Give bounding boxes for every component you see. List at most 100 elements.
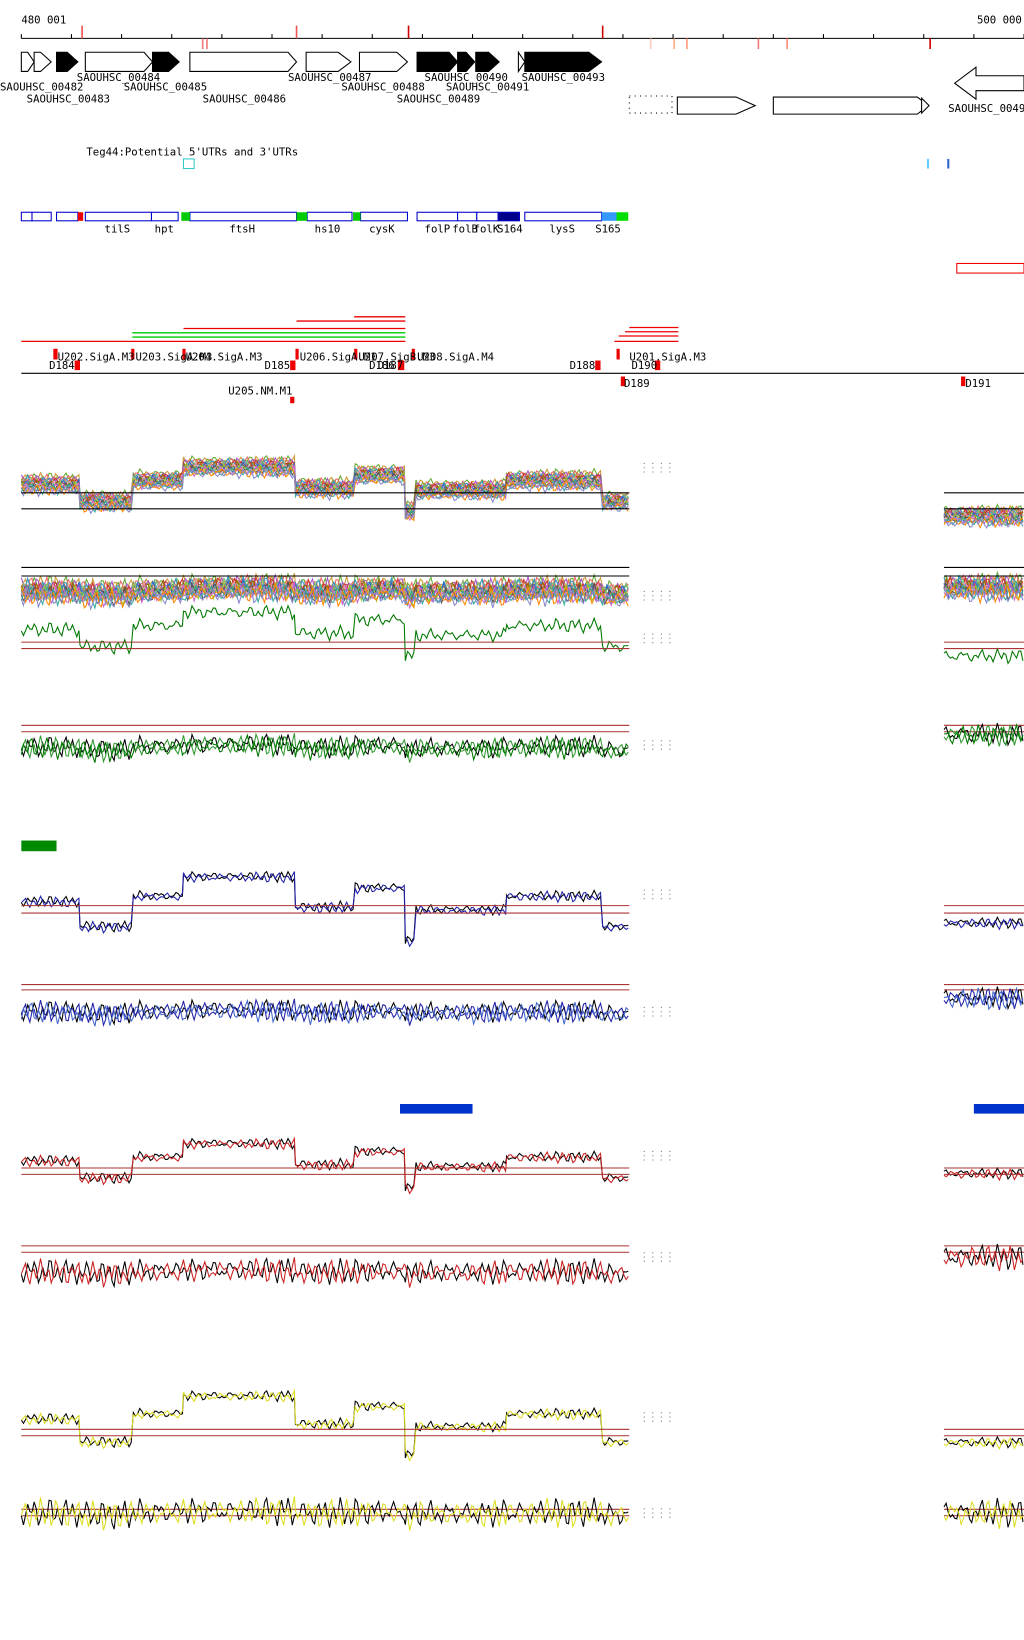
gene-label: SAOUHSC_00484 (77, 71, 160, 84)
gene-label: SAOUHSC_00483 (27, 92, 110, 105)
gene-label: SAOUHSC_00489 (397, 92, 480, 105)
ruler-start: 480 001 (21, 13, 66, 26)
signal-line (20, 467, 629, 520)
signal-line (20, 584, 629, 611)
signal-line (943, 917, 1024, 931)
signal-line (21, 458, 629, 513)
signal-line (944, 722, 1024, 748)
signal-line (943, 988, 1024, 1010)
operon-label: cysK (369, 223, 395, 236)
promoter-labels: U202.SigA.M3 U203.SigA.M3 U204.SigA.M3 U… (49, 351, 991, 398)
coverage-box (400, 1104, 473, 1114)
operon-mark (181, 212, 190, 221)
signal-line (20, 1136, 629, 1195)
operon-label: folP (425, 223, 451, 236)
utr-box (947, 158, 950, 169)
promoter-label: U207.SigB.M3 (358, 351, 435, 364)
signal-tracks (20, 453, 1024, 1531)
signal-line (943, 1168, 1024, 1182)
signal-line (943, 916, 1024, 930)
promoter-label: D187 (378, 359, 404, 372)
track-title: Teg44:Potential 5'UTRs and 3'UTRs (86, 146, 298, 159)
signal-line (943, 1166, 1024, 1180)
operon-label: S165 (595, 223, 621, 236)
signal-line (20, 583, 629, 609)
operon-label: tilS (105, 223, 131, 236)
promoter-marks (53, 348, 966, 404)
operon-label: lysS (549, 223, 575, 236)
signal-line (20, 998, 629, 1027)
promoter-label: U203.SigA.M3 (135, 351, 212, 364)
gene-label: SAOUHSC_00493 (522, 71, 605, 84)
operon-label: folB (452, 223, 478, 236)
signal-line (20, 465, 629, 522)
coverage-box (21, 840, 57, 852)
operon-mark (353, 212, 361, 221)
promoter-label: U205.NM.M1 (228, 385, 292, 398)
signal-line (20, 871, 629, 948)
promoter-label: D188 (570, 359, 596, 372)
signal-line (20, 1496, 629, 1530)
operon-label: ftsH (229, 223, 255, 236)
ruler-ticks (20, 25, 1024, 50)
signal-line (943, 580, 1024, 604)
signal-line (943, 584, 1024, 605)
promoter-label: D185 (265, 359, 291, 372)
signal-line (943, 724, 1024, 747)
utr-box (182, 158, 195, 170)
gene-track (20, 50, 1024, 115)
gene-labels: SAOUHSC_00482 SAOUHSC_00483 SAOUHSC_0048… (0, 71, 1024, 115)
utr-box (926, 158, 930, 169)
promoter-label: U208.SigA.M4 (417, 351, 494, 364)
gene-label: SAOUHSC_00485 (124, 81, 207, 94)
promoter-label: U204.SigA.M3 (186, 351, 263, 364)
operon-label: folK (474, 223, 500, 236)
operon-mark (616, 212, 629, 221)
signal-line (943, 1243, 1024, 1270)
operon-mark (77, 212, 84, 221)
operon-label: hs10 (315, 223, 341, 236)
signal-line (20, 732, 629, 764)
signal-line (943, 1435, 1024, 1449)
signal-line (943, 1498, 1024, 1528)
gene-label: SAOUHSC_00488 (341, 81, 424, 94)
gene-label: SAOUHSC_00482 (0, 81, 83, 94)
signal-line (21, 461, 629, 519)
gene-label: SAOUHSC_00497 (948, 102, 1024, 115)
signal-line (943, 1245, 1024, 1272)
gene-label: SAOUHSC_00487 (288, 71, 371, 84)
coverage-box (973, 1104, 1024, 1114)
promoter-label: D189 (624, 377, 650, 390)
gene-label: SAOUHSC_00491 (446, 81, 529, 94)
gene-label: SAOUHSC_00490 (425, 71, 508, 84)
transcript-track (21, 316, 679, 342)
signal-line (20, 1256, 629, 1289)
operon-labels: tilS hpt ftsH hs10 cysK folP folB folK S… (105, 223, 621, 236)
signal-line (943, 986, 1024, 1011)
signal-line (944, 986, 1024, 1011)
signal-line (20, 1496, 629, 1531)
region-box (956, 262, 1024, 274)
signal-line (20, 997, 629, 1028)
gene-label: SAOUHSC_00486 (203, 92, 286, 105)
signal-line (943, 1499, 1024, 1529)
promoter-label: D191 (965, 377, 991, 390)
signal-line (20, 604, 629, 661)
operon-label: hpt (155, 223, 174, 236)
promoter-label: U201.SigA.M3 (629, 351, 706, 364)
promoter-label: D190 (631, 359, 657, 372)
operon-mark (601, 212, 617, 221)
promoter-label: U202.SigA.M3 (58, 351, 135, 364)
signal-line (943, 1436, 1024, 1450)
promoter-label: U206.SigA.M1 (300, 351, 377, 364)
operon-mark (296, 212, 308, 221)
signal-line (20, 1388, 629, 1462)
ruler-end: 500 000 (977, 13, 1022, 26)
operon-label: S164 (497, 223, 523, 236)
promoter-label: D184 (49, 359, 75, 372)
signal-line (20, 1257, 629, 1288)
operon-track (20, 211, 603, 222)
promoter-label: D186 (369, 359, 395, 372)
signal-line (943, 647, 1024, 665)
